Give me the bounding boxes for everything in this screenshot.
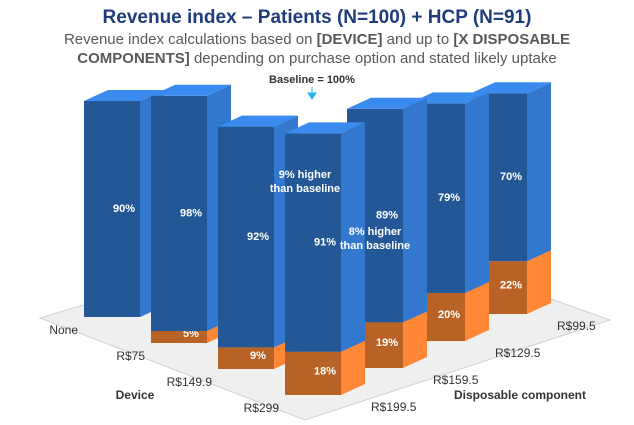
x-tick-label: R$75 [116, 349, 145, 363]
bar-top [471, 82, 551, 94]
data-label: 70% [500, 171, 522, 183]
subtitle-part: depending on purchase option and stated … [190, 50, 557, 67]
bar-front [151, 95, 207, 331]
subtitle: Revenue index calculations based on [DEV… [64, 31, 570, 48]
z-axis-label: Disposable component [454, 388, 586, 402]
annotation: than baseline [270, 183, 340, 195]
data-label: 79% [438, 192, 460, 204]
z-tick-label: R$159.5 [433, 373, 479, 387]
data-label: 19% [376, 337, 398, 349]
data-label: 9% [250, 350, 266, 362]
bar-top [84, 90, 164, 101]
bar-side [527, 82, 551, 262]
chart-title: Revenue index – Patients (N=100) + HCP (… [103, 7, 532, 28]
z-tick-label: R$129.5 [495, 346, 541, 360]
bar-side [465, 282, 489, 341]
bar-front [84, 101, 140, 317]
bar-front [218, 347, 274, 369]
bar-side [527, 250, 551, 314]
baseline-arrow [307, 87, 317, 100]
bar-front [218, 126, 274, 348]
bar-side [403, 311, 427, 368]
annotation: than baseline [340, 240, 410, 252]
data-label: 90% [113, 203, 135, 215]
subtitle: COMPONENTS] depending on purchase option… [77, 50, 556, 67]
bar-side [403, 97, 427, 323]
bar-top [347, 97, 427, 109]
data-label: 91% [314, 237, 336, 249]
data-label: 89% [376, 210, 398, 222]
data-label: 92% [247, 231, 269, 243]
x-tick-label: None [49, 323, 78, 337]
z-tick-label: R$199.5 [371, 400, 417, 414]
annotation: 9% higher [279, 169, 332, 181]
data-label: 98% [180, 207, 202, 219]
x-tick-label: R$149.9 [167, 375, 213, 389]
subtitle-part: [X DISPOSABLE [453, 31, 570, 48]
bar-top [285, 122, 365, 134]
subtitle-part: COMPONENTS] [77, 50, 190, 67]
bar-top [218, 115, 298, 127]
x-tick-label: R$299 [244, 401, 280, 415]
x-axis-label: Device [116, 388, 155, 402]
annotation: 8% higher [349, 226, 402, 238]
data-label: 20% [438, 309, 460, 321]
subtitle-part: and up to [382, 31, 453, 48]
baseline-label: Baseline = 100% [269, 74, 355, 86]
bar-side [465, 92, 489, 294]
bar-side [341, 340, 365, 395]
subtitle-part: Revenue index calculations based on [64, 31, 317, 48]
bar-front [285, 133, 341, 352]
data-label: 18% [314, 365, 336, 377]
bar-top [409, 92, 489, 104]
bar-front [285, 351, 341, 395]
bar-side [341, 122, 365, 352]
bar-front [151, 331, 207, 343]
subtitle-part: [DEVICE] [317, 31, 383, 48]
bar-top [151, 84, 231, 96]
data-label: 22% [500, 280, 522, 292]
z-tick-label: R$99.5 [557, 319, 596, 333]
